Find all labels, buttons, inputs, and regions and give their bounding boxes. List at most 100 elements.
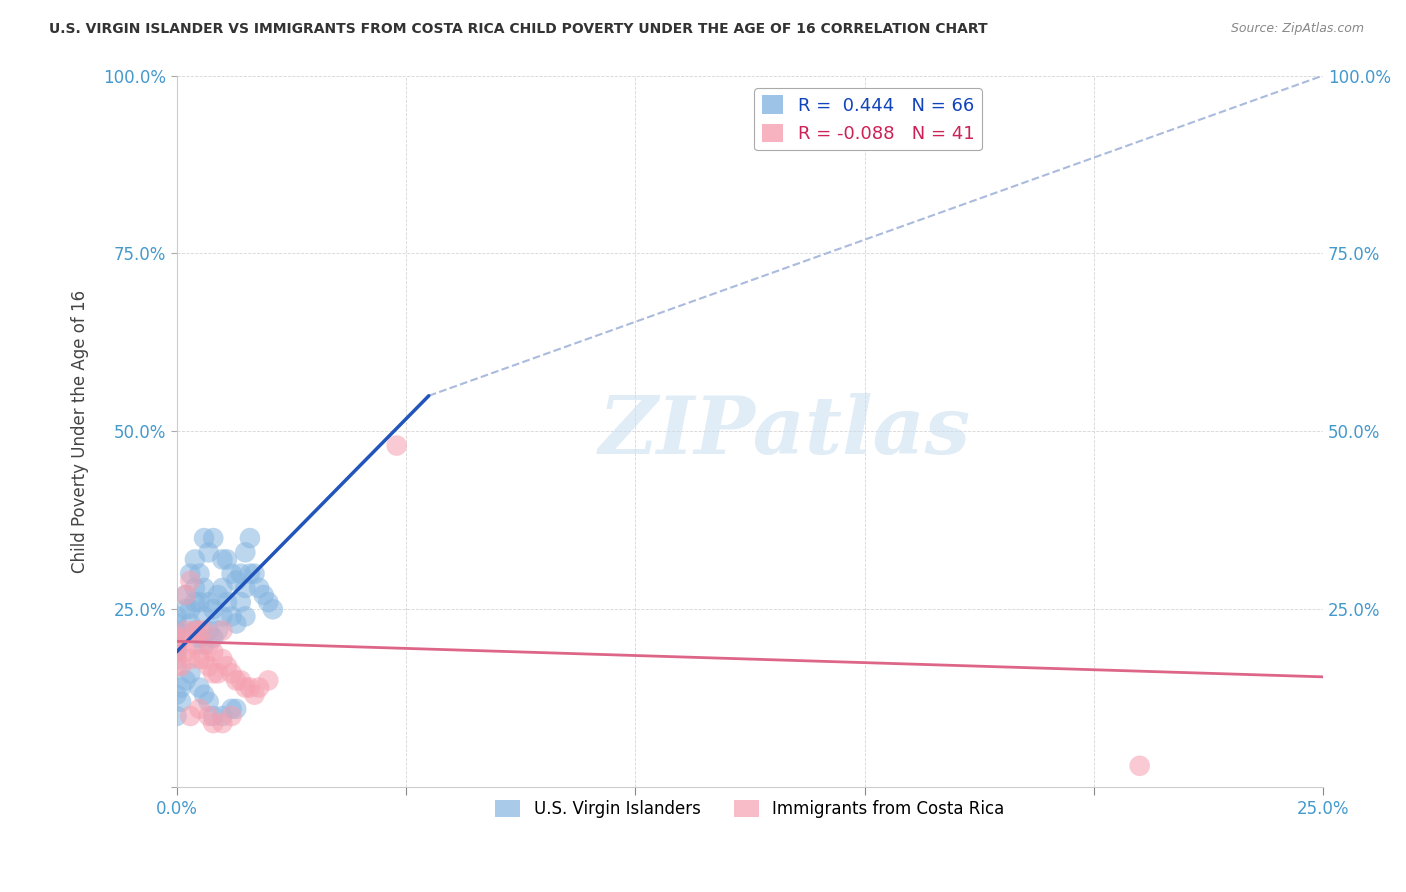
Point <box>179 709 201 723</box>
Point <box>197 595 219 609</box>
Point <box>211 709 233 723</box>
Point <box>229 566 252 581</box>
Point <box>225 702 247 716</box>
Point <box>247 681 270 695</box>
Point <box>170 695 193 709</box>
Point <box>1129 759 1152 773</box>
Point <box>179 574 201 588</box>
Point <box>229 673 252 688</box>
Point <box>202 716 225 731</box>
Point <box>221 666 243 681</box>
Point <box>221 609 243 624</box>
Point <box>166 638 188 652</box>
Point <box>179 566 201 581</box>
Point <box>188 681 211 695</box>
Point <box>225 616 247 631</box>
Point <box>166 638 188 652</box>
Text: ZIPatlas: ZIPatlas <box>598 392 970 470</box>
Point <box>179 652 201 666</box>
Point <box>174 645 197 659</box>
Point <box>253 588 276 602</box>
Point <box>166 645 188 659</box>
Point <box>184 595 207 609</box>
Point <box>197 695 219 709</box>
Point <box>174 588 197 602</box>
Point <box>184 638 207 652</box>
Point <box>193 652 215 666</box>
Point <box>385 439 408 453</box>
Point <box>184 624 207 638</box>
Point <box>211 624 233 638</box>
Point <box>166 631 188 645</box>
Point <box>239 566 262 581</box>
Point <box>179 602 201 616</box>
Point <box>166 688 188 702</box>
Point <box>233 581 256 595</box>
Point <box>193 638 215 652</box>
Point <box>188 624 211 638</box>
Point <box>202 709 225 723</box>
Point <box>170 659 193 673</box>
Point <box>174 602 197 616</box>
Point <box>197 659 219 673</box>
Point <box>257 673 280 688</box>
Point <box>197 709 219 723</box>
Point <box>207 666 229 681</box>
Point <box>207 588 229 602</box>
Point <box>239 681 262 695</box>
Point <box>174 673 197 688</box>
Point <box>202 666 225 681</box>
Point <box>211 609 233 624</box>
Point <box>211 716 233 731</box>
Point <box>174 588 197 602</box>
Point <box>188 566 211 581</box>
Point <box>243 566 266 581</box>
Point <box>207 624 229 638</box>
Point <box>188 652 211 666</box>
Point <box>174 624 197 638</box>
Point <box>166 624 188 638</box>
Point <box>188 702 211 716</box>
Point <box>193 624 215 638</box>
Point <box>211 581 233 595</box>
Point <box>233 609 256 624</box>
Point <box>221 709 243 723</box>
Point <box>170 681 193 695</box>
Point <box>202 631 225 645</box>
Point <box>166 616 188 631</box>
Y-axis label: Child Poverty Under the Age of 16: Child Poverty Under the Age of 16 <box>72 290 89 573</box>
Point <box>179 616 201 631</box>
Text: Source: ZipAtlas.com: Source: ZipAtlas.com <box>1230 22 1364 36</box>
Point <box>197 624 219 638</box>
Point <box>166 709 188 723</box>
Legend: U.S. Virgin Islanders, Immigrants from Costa Rica: U.S. Virgin Islanders, Immigrants from C… <box>489 794 1011 825</box>
Point <box>239 531 262 545</box>
Point <box>221 566 243 581</box>
Point <box>225 673 247 688</box>
Point <box>202 645 225 659</box>
Point <box>215 595 238 609</box>
Point <box>233 681 256 695</box>
Point <box>193 688 215 702</box>
Point <box>166 609 188 624</box>
Point <box>247 581 270 595</box>
Point <box>202 531 225 545</box>
Point <box>233 545 256 559</box>
Point <box>166 645 188 659</box>
Point <box>193 581 215 595</box>
Point <box>166 652 188 666</box>
Point <box>184 552 207 566</box>
Point <box>184 624 207 638</box>
Point <box>193 609 215 624</box>
Point <box>193 531 215 545</box>
Point <box>170 631 193 645</box>
Point <box>166 631 188 645</box>
Point <box>221 702 243 716</box>
Point <box>211 552 233 566</box>
Point <box>197 545 219 559</box>
Point <box>229 595 252 609</box>
Point <box>197 638 219 652</box>
Point <box>225 574 247 588</box>
Point <box>202 602 225 616</box>
Point <box>188 595 211 609</box>
